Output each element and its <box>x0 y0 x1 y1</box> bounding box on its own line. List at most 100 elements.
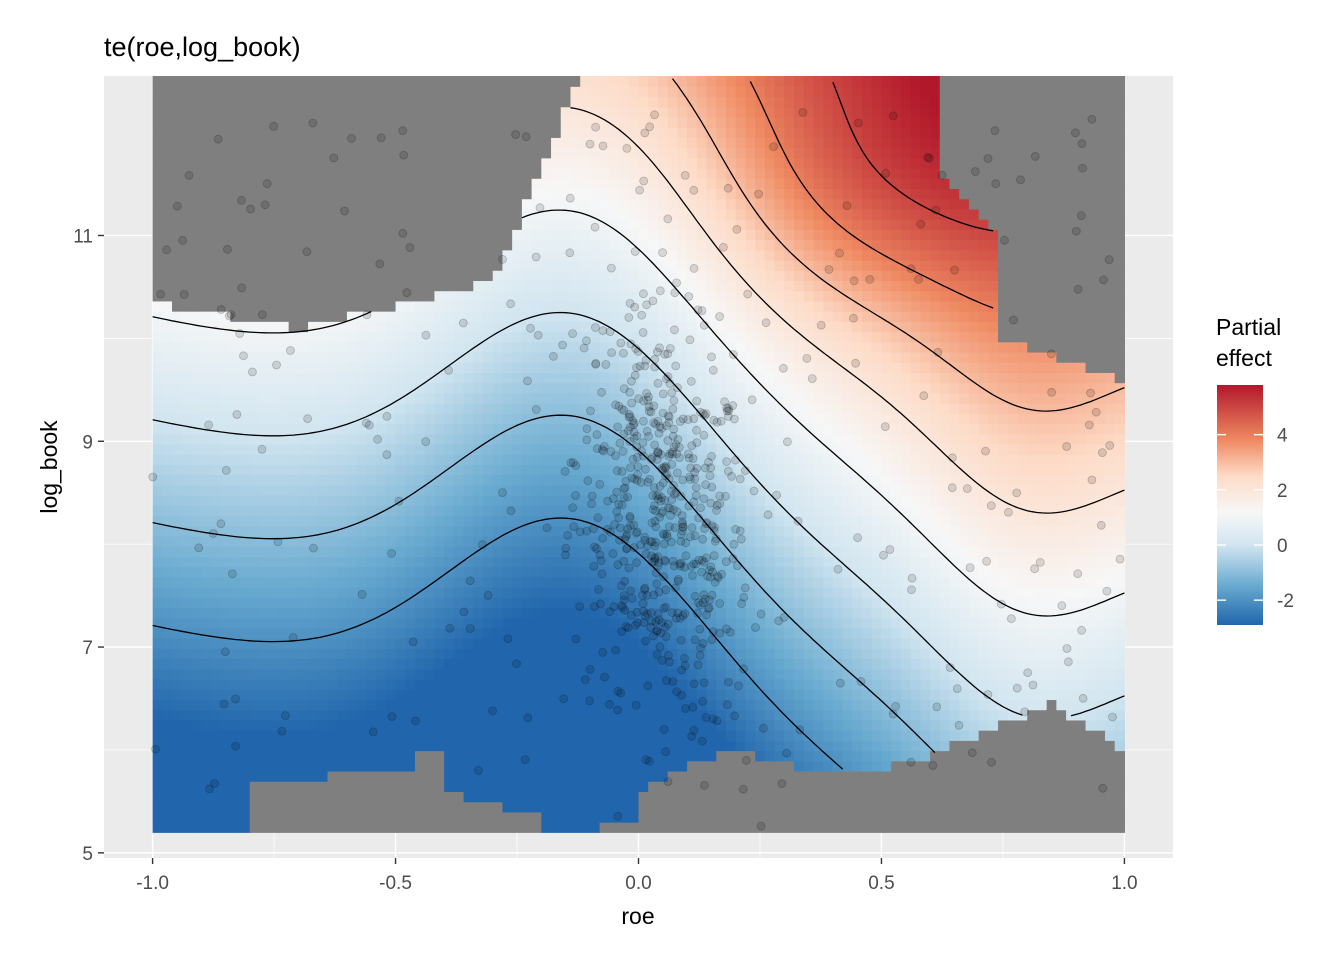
raster-cell <box>638 96 649 108</box>
raster-cell <box>395 719 406 731</box>
raster-cell <box>395 270 406 281</box>
raster-cell <box>589 546 601 557</box>
raster-cell <box>444 556 455 568</box>
raster-cell <box>298 515 309 527</box>
raster-cell <box>521 208 533 220</box>
raster-cell <box>230 208 241 220</box>
raster-cell <box>502 433 513 445</box>
raster-cell <box>628 760 640 772</box>
raster-cell <box>492 638 504 649</box>
raster-cell <box>220 147 231 159</box>
raster-cell <box>745 556 756 568</box>
raster-cell <box>638 781 649 792</box>
raster-cell <box>298 403 309 414</box>
raster-cell <box>784 454 795 465</box>
raster-cell <box>764 167 776 179</box>
raster-cell <box>774 474 785 486</box>
raster-cell <box>249 96 261 108</box>
raster-cell <box>706 208 717 220</box>
raster-cell <box>463 791 474 803</box>
raster-cell <box>638 351 649 363</box>
raster-cell <box>609 219 620 230</box>
raster-cell <box>784 627 795 639</box>
raster-cell <box>414 433 426 445</box>
raster-cell <box>337 443 348 455</box>
raster-cell <box>278 505 290 517</box>
raster-cell <box>755 147 766 159</box>
raster-cell <box>269 280 280 292</box>
raster-cell <box>648 423 659 435</box>
raster-cell <box>327 290 338 302</box>
raster-cell <box>667 535 678 547</box>
raster-cell <box>453 822 465 833</box>
raster-cell <box>453 167 465 179</box>
raster-cell <box>502 188 513 200</box>
raster-cell <box>152 709 163 721</box>
raster-cell <box>327 730 338 741</box>
raster-cell <box>735 362 746 373</box>
raster-cell <box>444 403 455 414</box>
raster-cell <box>745 351 756 363</box>
raster-cell <box>580 689 591 701</box>
raster-cell <box>172 116 183 128</box>
raster-cell <box>210 443 222 455</box>
raster-cell <box>706 566 717 578</box>
raster-cell <box>240 556 251 568</box>
raster-cell <box>220 811 231 823</box>
raster-cell <box>677 76 688 87</box>
raster-cell <box>172 791 183 803</box>
raster-cell <box>638 495 649 506</box>
raster-cell <box>424 219 436 230</box>
raster-cell <box>405 791 416 803</box>
raster-cell <box>745 607 756 619</box>
raster-cell <box>735 147 746 159</box>
raster-cell <box>220 546 231 557</box>
raster-cell <box>278 627 290 639</box>
raster-cell <box>444 668 455 680</box>
raster-cell <box>327 311 338 322</box>
raster-cell <box>483 290 494 302</box>
raster-cell <box>444 208 455 220</box>
raster-cell <box>706 341 717 353</box>
raster-cell <box>259 535 270 547</box>
raster-cell <box>337 106 348 118</box>
raster-cell <box>560 750 572 762</box>
raster-cell <box>755 546 766 557</box>
raster-cell <box>269 137 280 149</box>
raster-cell <box>249 106 261 118</box>
raster-cell <box>240 76 251 87</box>
raster-cell <box>531 157 542 169</box>
raster-cell <box>424 198 436 210</box>
raster-cell <box>531 638 542 649</box>
raster-cell <box>240 638 251 649</box>
raster-cell <box>725 740 737 752</box>
raster-cell <box>687 719 698 731</box>
raster-cell <box>580 116 591 128</box>
raster-cell <box>298 198 309 210</box>
raster-cell <box>308 454 319 465</box>
raster-cell <box>638 658 649 670</box>
raster-cell <box>249 167 261 179</box>
raster-cell <box>512 382 523 394</box>
raster-cell <box>793 719 805 731</box>
raster-cell <box>589 566 601 578</box>
raster-cell <box>395 781 406 792</box>
raster-cell <box>483 321 494 333</box>
raster-cell <box>317 638 329 649</box>
raster-cell <box>764 689 776 701</box>
raster-cell <box>492 86 504 98</box>
raster-cell <box>405 86 416 98</box>
raster-cell <box>269 709 280 721</box>
raster-cell <box>181 689 193 701</box>
raster-cell <box>376 382 387 394</box>
raster-cell <box>696 627 708 639</box>
raster-cell <box>551 290 562 302</box>
raster-cell <box>803 822 815 833</box>
raster-cell <box>696 341 708 353</box>
raster-cell <box>385 147 397 159</box>
raster-cell <box>764 678 776 690</box>
raster-cell <box>492 454 504 465</box>
raster-cell <box>346 678 358 690</box>
raster-cell <box>191 811 202 823</box>
raster-cell <box>502 617 513 629</box>
